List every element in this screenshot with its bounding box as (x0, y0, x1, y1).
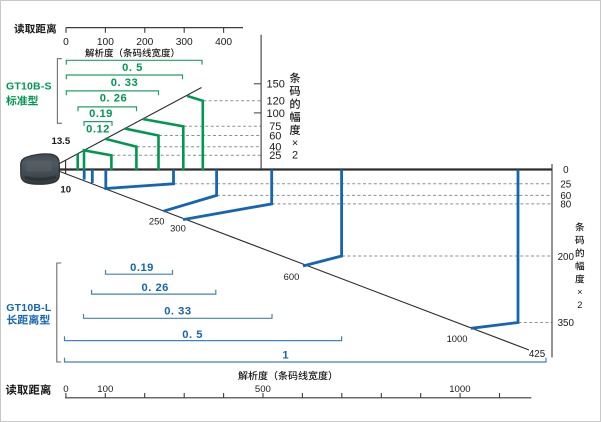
svg-text:100: 100 (267, 108, 285, 120)
svg-text:×: × (292, 138, 298, 150)
svg-text:60: 60 (560, 191, 571, 202)
svg-text:GT10B-S: GT10B-S (6, 80, 52, 92)
svg-text:400: 400 (215, 37, 232, 48)
svg-text:0. 26: 0. 26 (100, 93, 127, 105)
svg-text:300: 300 (170, 223, 186, 234)
svg-text:120: 120 (267, 96, 285, 108)
svg-text:1: 1 (282, 349, 289, 361)
svg-text:1000: 1000 (449, 384, 470, 395)
svg-text:0. 5: 0. 5 (182, 329, 203, 341)
svg-text:2: 2 (577, 300, 582, 310)
svg-text:150: 150 (267, 79, 285, 91)
svg-text:0. 5: 0. 5 (122, 62, 143, 74)
svg-text:500: 500 (255, 384, 271, 395)
svg-text:350: 350 (558, 318, 575, 329)
svg-text:0.12: 0.12 (86, 123, 110, 135)
svg-text:80: 80 (560, 200, 571, 211)
svg-text:0. 33: 0. 33 (164, 306, 191, 318)
svg-text:×: × (577, 287, 582, 297)
svg-text:40: 40 (269, 142, 281, 154)
svg-text:600: 600 (284, 271, 300, 282)
svg-text:0. 33: 0. 33 (111, 77, 138, 89)
svg-text:GT10B-L: GT10B-L (6, 302, 52, 314)
svg-text:0: 0 (63, 384, 68, 395)
svg-text:0: 0 (563, 165, 569, 176)
svg-text:100: 100 (97, 384, 113, 395)
svg-text:300: 300 (176, 37, 193, 48)
svg-text:250: 250 (149, 216, 165, 227)
svg-text:0. 26: 0. 26 (142, 282, 169, 294)
svg-text:425: 425 (529, 349, 546, 360)
svg-text:0.19: 0.19 (89, 108, 113, 120)
svg-text:1000: 1000 (447, 333, 468, 344)
svg-text:13.5: 13.5 (52, 136, 71, 147)
svg-text:200: 200 (136, 37, 153, 48)
svg-text:200: 200 (558, 252, 575, 263)
svg-text:10: 10 (60, 185, 71, 196)
svg-text:100: 100 (97, 37, 114, 48)
svg-text:75: 75 (269, 121, 281, 133)
svg-text:60: 60 (269, 130, 281, 142)
svg-text:0.19: 0.19 (130, 262, 154, 274)
svg-text:0: 0 (63, 37, 69, 48)
svg-text:2: 2 (292, 150, 298, 162)
svg-text:25: 25 (560, 179, 571, 190)
svg-text:25: 25 (269, 150, 281, 162)
